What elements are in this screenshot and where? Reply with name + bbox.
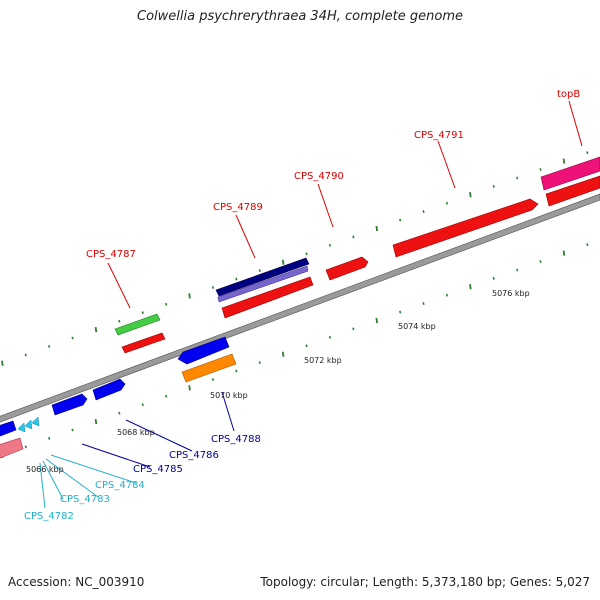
coordinate-labels: 5066 kbp 5068 kbp 5070 kbp 5072 kbp 5074…: [26, 289, 530, 474]
upper-tick: [24, 353, 27, 357]
coord-label-5068: 5068 kbp: [117, 428, 155, 437]
upper-tick: [48, 344, 51, 348]
gene-label-cps4783[interactable]: CPS_4783: [60, 494, 110, 505]
gene-box-cps4786[interactable]: [92, 378, 126, 401]
upper-tick: [165, 302, 168, 306]
lower-tick: [94, 418, 98, 425]
accession-text: Accession: NC_003910: [8, 575, 145, 589]
upper-tick: [211, 286, 215, 289]
lower-tick: [562, 250, 566, 256]
upper-tick: [375, 225, 378, 232]
gene-box-cps4791[interactable]: [392, 198, 539, 258]
lower-tick: [48, 436, 51, 440]
upper-tick: [399, 218, 402, 222]
lower-tick: [328, 335, 332, 339]
coord-label-5074: 5074 kbp: [398, 322, 436, 331]
upper-tick: [352, 235, 355, 239]
tick-marks-upper: [1, 151, 589, 366]
upper-tick: [188, 293, 191, 299]
gene-label-cps4787[interactable]: CPS_4787: [86, 249, 136, 260]
lower-tick: [281, 351, 285, 357]
lower-tick: [445, 293, 449, 297]
gene-label-cps4786[interactable]: CPS_4786: [169, 450, 219, 461]
upper-tick: [516, 176, 519, 180]
gene-box-cps4784[interactable]: [31, 416, 40, 427]
gene-box-topb[interactable]: [540, 156, 600, 191]
gene-box-cps4788-orange[interactable]: [181, 353, 237, 383]
upper-tick: [258, 269, 261, 273]
upper-tick: [281, 259, 285, 265]
upper-tick: [586, 151, 589, 155]
coord-label-5076: 5076 kbp: [492, 289, 530, 298]
gene-box-left-pink[interactable]: [0, 437, 24, 460]
gene-label-cps4784[interactable]: CPS_4784: [95, 480, 145, 491]
lower-tick: [539, 260, 542, 263]
lower-tick: [141, 403, 144, 407]
map-title: Colwellia psychrerythraea 34H, complete …: [137, 9, 463, 24]
lower-tick: [422, 302, 425, 306]
upper-tick: [118, 319, 121, 323]
gene-label-topb[interactable]: topB: [557, 89, 580, 100]
upper-tick: [141, 311, 144, 315]
upper-tick: [1, 360, 4, 366]
gene-box-cps4785[interactable]: [51, 393, 88, 416]
topology-text: Topology: circular; Length: 5,373,180 bp…: [260, 575, 590, 589]
lower-tick: [165, 394, 168, 398]
upper-tick: [445, 201, 449, 205]
lower-tick: [469, 284, 472, 290]
gene-label-cps4785[interactable]: CPS_4785: [133, 464, 183, 475]
lower-tick: [235, 369, 238, 373]
upper-tick: [235, 277, 238, 281]
gene-box-cps4787[interactable]: [114, 313, 161, 336]
gene-box-topb-red[interactable]: [545, 175, 600, 207]
gene-box-left-blue[interactable]: [0, 420, 17, 438]
gene-box-4787-red[interactable]: [121, 332, 166, 354]
tick-marks-lower: [1, 243, 589, 458]
lower-tick: [258, 361, 261, 365]
lower-tick: [352, 327, 355, 331]
lower-tick: [71, 428, 74, 432]
upper-tick: [539, 168, 542, 171]
gene-box-cps4788-blue[interactable]: [177, 336, 230, 365]
gene-box-cps4789-red[interactable]: [221, 276, 314, 319]
gene-box-cps4783[interactable]: [24, 419, 33, 430]
gene-box-cps4790[interactable]: [325, 256, 369, 281]
feature-track-plus: [114, 156, 600, 354]
upper-tick: [328, 243, 332, 247]
lower-tick: [305, 344, 308, 348]
leader-lines: [39, 100, 583, 509]
gene-label-cps4790[interactable]: CPS_4790: [294, 171, 344, 182]
gene-label-cps4788[interactable]: CPS_4788: [211, 434, 261, 445]
lower-tick: [211, 378, 215, 381]
lower-tick: [188, 385, 191, 391]
lower-tick: [516, 268, 519, 272]
lower-tick: [375, 317, 378, 324]
gene-labels: CPS_4787 CPS_4789 CPS_4790 CPS_4791 topB…: [24, 89, 580, 522]
lower-tick: [399, 310, 402, 314]
upper-tick: [562, 158, 566, 164]
coord-label-5066: 5066 kbp: [26, 465, 64, 474]
upper-tick: [422, 210, 425, 214]
coord-label-5070: 5070 kbp: [210, 391, 248, 400]
upper-tick: [469, 192, 472, 198]
upper-tick: [492, 184, 495, 188]
gene-box-cps4789-navy[interactable]: [215, 257, 310, 297]
lower-tick: [24, 445, 27, 449]
gene-box-cps4782[interactable]: [17, 422, 26, 433]
upper-tick: [94, 326, 98, 333]
gene-box-cps4789-purple[interactable]: [217, 265, 309, 303]
gene-label-cps4791[interactable]: CPS_4791: [414, 130, 464, 141]
gene-label-cps4782[interactable]: CPS_4782: [24, 511, 74, 522]
coord-label-5072: 5072 kbp: [304, 356, 342, 365]
lower-tick: [492, 276, 495, 280]
lower-tick: [586, 243, 589, 247]
upper-tick: [71, 336, 74, 340]
upper-tick: [305, 252, 308, 256]
lower-tick: [118, 411, 121, 415]
gene-label-cps4789[interactable]: CPS_4789: [213, 202, 263, 213]
feature-track-minus: [0, 336, 237, 460]
genome-backbone: [0, 193, 600, 423]
